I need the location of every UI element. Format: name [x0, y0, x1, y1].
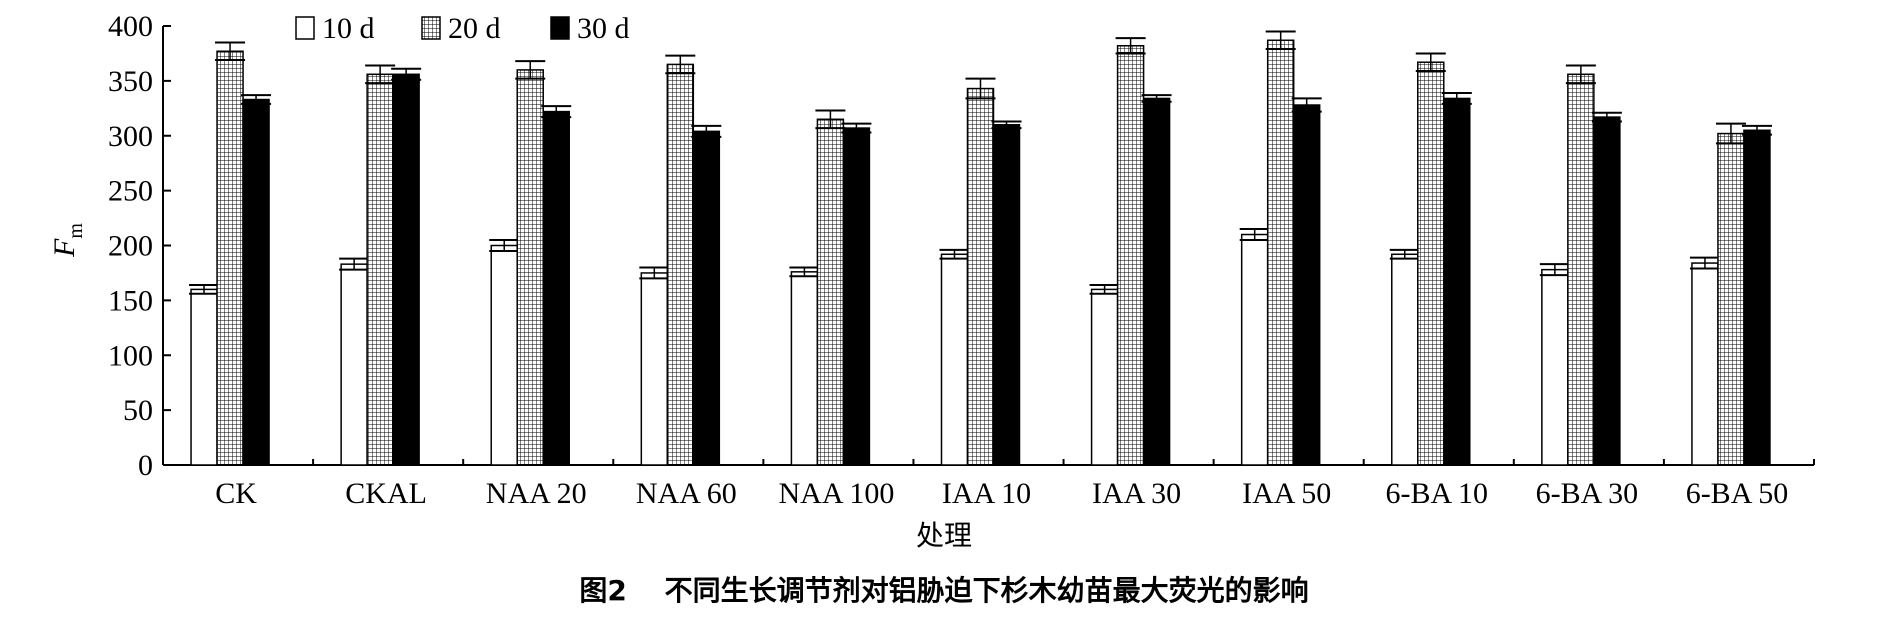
- legend-label: 20 d: [448, 12, 501, 45]
- bar-grid: [1717, 132, 1745, 466]
- figure-caption: 图2 不同生长调节剂对铝胁迫下杉木幼苗最大荧光的影响: [579, 574, 1308, 607]
- x-tick-label: NAA 100: [778, 477, 894, 510]
- x-tick-label: CK: [215, 477, 257, 510]
- bar-black: [992, 124, 1021, 466]
- y-axis-title-sub: m: [65, 223, 87, 239]
- x-tick-label: 6-BA 10: [1386, 477, 1489, 510]
- bars: [189, 30, 1772, 466]
- x-tick-label: IAA 10: [942, 477, 1031, 510]
- bar-grid: [666, 63, 695, 466]
- bar-grid: [366, 73, 394, 466]
- legend-label: 10 d: [322, 12, 375, 45]
- bar-black: [692, 130, 721, 466]
- bar-white: [1691, 262, 1719, 466]
- bar-grid: [1567, 73, 1595, 466]
- bar-black: [242, 98, 270, 466]
- x-tick-label: NAA 20: [486, 477, 587, 510]
- bar-grid: [1417, 61, 1445, 466]
- bar-white: [1391, 253, 1419, 466]
- y-tick-label: 400: [108, 10, 153, 43]
- bar-white: [340, 263, 368, 466]
- y-tick-label: 150: [108, 284, 153, 317]
- legend-label: 30 d: [577, 12, 630, 45]
- y-axis-title: Fm: [48, 223, 87, 258]
- x-tick-label: 6-BA 50: [1686, 477, 1789, 510]
- bar-white: [940, 253, 969, 466]
- bar-white: [1240, 233, 1269, 466]
- bar-white: [640, 272, 669, 466]
- y-tick-label: 300: [108, 120, 153, 153]
- y-tick-label: 250: [108, 175, 153, 208]
- bar-black: [842, 127, 871, 466]
- x-tick-label: CKAL: [345, 477, 427, 510]
- y-tick-label: 50: [123, 394, 153, 427]
- legend: 10 d 20 d 30 d: [295, 12, 630, 45]
- x-tick-label: IAA 30: [1092, 477, 1181, 510]
- bar-white: [1090, 288, 1119, 466]
- y-tick-label: 100: [108, 339, 153, 372]
- bar-white: [1541, 268, 1569, 466]
- y-tick-label: 200: [108, 230, 153, 263]
- bar-white: [190, 288, 218, 466]
- bar-black: [1443, 97, 1471, 466]
- y-axis-title-main: F: [48, 238, 81, 258]
- labels: Fm 处理 图2 不同生长调节剂对铝胁迫下杉木幼苗最大荧光的影响: [48, 223, 1309, 607]
- legend-swatch-black: [550, 16, 570, 40]
- bar-black: [1142, 97, 1171, 466]
- bar-black: [1593, 116, 1621, 466]
- bar-white: [790, 271, 819, 466]
- bar-black: [1292, 104, 1321, 466]
- x-tick-label: 6-BA 30: [1536, 477, 1639, 510]
- x-tick-label: IAA 50: [1242, 477, 1331, 510]
- bar-black: [1743, 129, 1771, 466]
- bar-black: [392, 73, 420, 466]
- x-axis-title: 处理: [916, 520, 972, 552]
- bar-grid: [1116, 45, 1145, 466]
- bar-white: [490, 244, 518, 466]
- y-tick-label: 350: [108, 65, 153, 98]
- bar-grid: [516, 69, 544, 466]
- legend-swatch-white: [295, 16, 315, 40]
- bar-black: [542, 110, 570, 466]
- x-tick-label: NAA 60: [636, 477, 737, 510]
- bar-grid: [966, 87, 995, 466]
- legend-swatch-grid: [421, 16, 441, 40]
- bar-grid: [816, 118, 845, 466]
- axes: 0 50 100 150 200 250 300 350 400 CK CKAL NAA 20 NAA …: [108, 10, 1815, 510]
- y-tick-label: 0: [138, 449, 153, 482]
- bar-grid: [1266, 39, 1295, 466]
- bar-grid: [216, 50, 244, 466]
